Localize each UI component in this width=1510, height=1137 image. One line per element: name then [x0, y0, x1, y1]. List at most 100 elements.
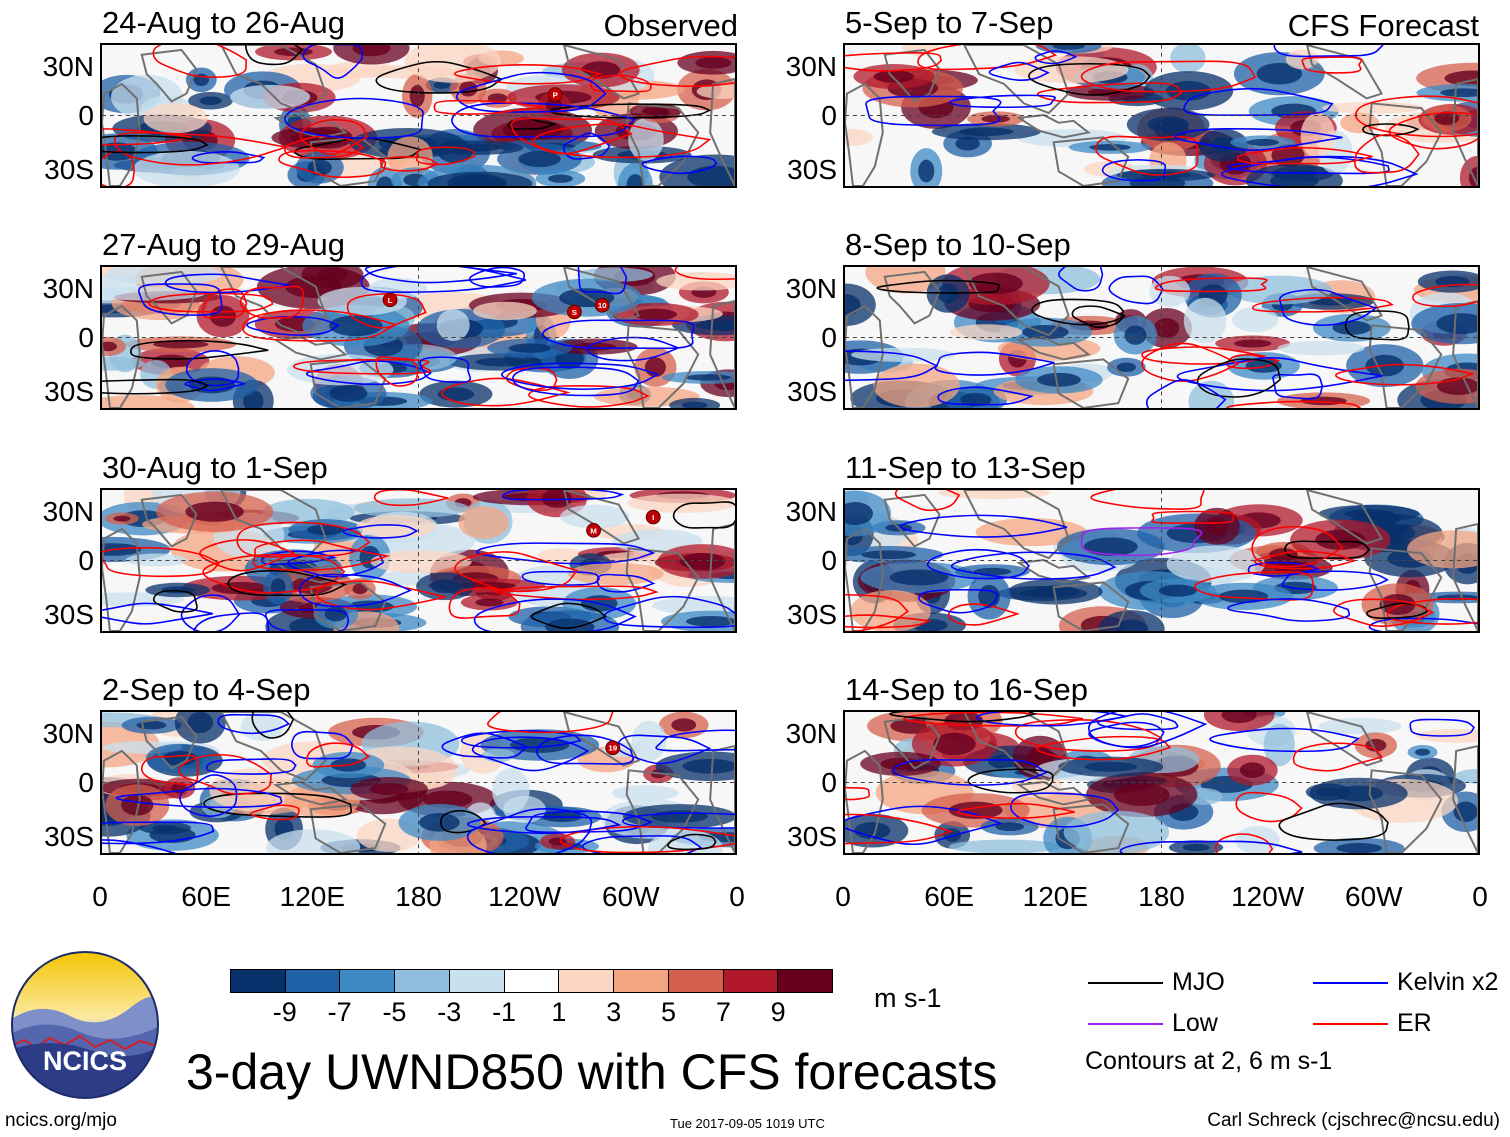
lon-label: 60W [1345, 881, 1403, 912]
colorbar-swatch [559, 970, 615, 992]
lat-label: 30S [787, 599, 837, 630]
legend-swatch [1088, 982, 1163, 984]
lat-label: 30N [785, 51, 837, 82]
colorbar-swatch [614, 970, 669, 992]
filtered-contours [102, 267, 735, 408]
legend-label: Low [1172, 1009, 1218, 1037]
lon-label: 120W [488, 881, 562, 912]
coastlines [102, 490, 735, 631]
lon-label: 120E [279, 881, 346, 912]
logo-text: NCICS [43, 1046, 127, 1076]
panel-title: 11-Sep to 13-Sep [845, 450, 1086, 485]
lon-label: 0 [835, 881, 851, 912]
panel-title: 30-Aug to 1-Sep [102, 450, 328, 485]
filtered-contours [845, 267, 1478, 408]
colorbar-units: m s-1 [874, 983, 942, 1013]
coastlines [845, 490, 1478, 631]
forecast-map-panel [843, 488, 1480, 633]
lat-label: 0 [821, 100, 837, 131]
storm-marker: M [586, 523, 602, 538]
lon-label: 120E [1022, 881, 1089, 912]
panel-title: 8-Sep to 10-Sep [845, 227, 1071, 262]
storm-marker: P [547, 87, 563, 102]
colorbar-tick-label: 1 [551, 997, 567, 1027]
coastlines [845, 712, 1478, 853]
storm-marker: S [566, 304, 582, 320]
panel-title: 27-Aug to 29-Aug [102, 227, 346, 262]
storm-marker: L [382, 292, 398, 308]
footer-credit: Carl Schreck (cjschrec@ncsu.edu) [1207, 1110, 1500, 1131]
lat-label: 0 [821, 322, 837, 353]
forecast-map-panel [843, 265, 1480, 410]
legend-label: Kelvin x2 [1397, 968, 1499, 996]
forecast-map-panel [843, 710, 1480, 855]
lat-label: 0 [78, 100, 94, 131]
ncics-logo-icon: NCICS [11, 951, 159, 1099]
observed-heading: Observed [603, 8, 738, 43]
legend-label: MJO [1172, 968, 1225, 996]
lat-label: 30S [44, 376, 94, 407]
storm-label: L [388, 296, 393, 305]
colorbar-tick-label: 9 [770, 997, 786, 1027]
lon-label: 180 [395, 881, 442, 912]
lon-label: 0 [1472, 881, 1488, 912]
wind-anomaly-field [845, 490, 1478, 631]
lat-label: 30N [42, 718, 94, 749]
colorbar-swatch [778, 970, 833, 992]
colorbar-tick-label: -9 [272, 997, 297, 1027]
main-title: 3-day UWND850 with CFS forecasts [186, 1044, 998, 1100]
filtered-contours [102, 490, 735, 631]
storm-marker: 19 [605, 740, 621, 756]
colorbar [230, 969, 833, 993]
lon-label: 60E [181, 881, 232, 912]
filtered-contours [102, 45, 735, 186]
colorbar-swatch [504, 970, 560, 992]
lat-label: 30N [42, 273, 94, 304]
legend-swatch [1313, 982, 1388, 984]
filtered-contours [845, 490, 1478, 631]
colorbar-tick-label: -7 [327, 997, 352, 1027]
footer-timestamp: Tue 2017-09-05 1019 UTC [670, 1116, 825, 1131]
storm-label: 10 [598, 301, 607, 310]
coastlines [845, 267, 1478, 408]
forecast-map-panel [843, 43, 1480, 188]
storm-label: I [652, 513, 654, 522]
footer-url: ncics.org/mjo [5, 1110, 117, 1131]
lat-label: 30N [42, 496, 94, 527]
colorbar-tick-label: -1 [492, 997, 517, 1027]
lat-label: 30N [785, 273, 837, 304]
legend-swatch [1088, 1023, 1163, 1025]
lon-label: 0 [92, 881, 108, 912]
legend-label: ER [1397, 1009, 1432, 1037]
colorbar-tick-label: 7 [715, 997, 731, 1027]
lon-label: 180 [1138, 881, 1185, 912]
lat-label: 30S [787, 154, 837, 185]
lat-label: 0 [821, 767, 837, 798]
lat-label: 30N [785, 718, 837, 749]
lat-label: 0 [78, 767, 94, 798]
colorbar-swatch [285, 970, 341, 992]
storm-label: S [572, 308, 577, 317]
panel-title: 2-Sep to 4-Sep [102, 672, 311, 707]
observed-map-panel: P [100, 43, 737, 188]
lat-label: 30S [787, 821, 837, 852]
filtered-contours [845, 712, 1475, 853]
observed-map-panel: 19 [100, 710, 737, 855]
panel-title: 14-Sep to 16-Sep [845, 672, 1089, 707]
colorbar-swatch [449, 970, 505, 992]
panel-title: 24-Aug to 26-Aug [102, 5, 346, 40]
lon-label: 120W [1231, 881, 1305, 912]
colorbar-swatch [395, 970, 450, 992]
storm-marker: I [645, 509, 661, 525]
wind-anomaly-field [102, 490, 735, 631]
colorbar-tick-label: 3 [606, 997, 622, 1027]
colorbar-swatch [340, 970, 396, 992]
filtered-contours [102, 712, 735, 853]
colorbar-tick-label: -5 [382, 997, 407, 1027]
lon-label: 60W [602, 881, 660, 912]
lon-label: 0 [729, 881, 745, 912]
lat-label: 30S [787, 376, 837, 407]
storm-label: M [590, 526, 597, 535]
ncics-logo: NCICS [10, 950, 160, 1100]
